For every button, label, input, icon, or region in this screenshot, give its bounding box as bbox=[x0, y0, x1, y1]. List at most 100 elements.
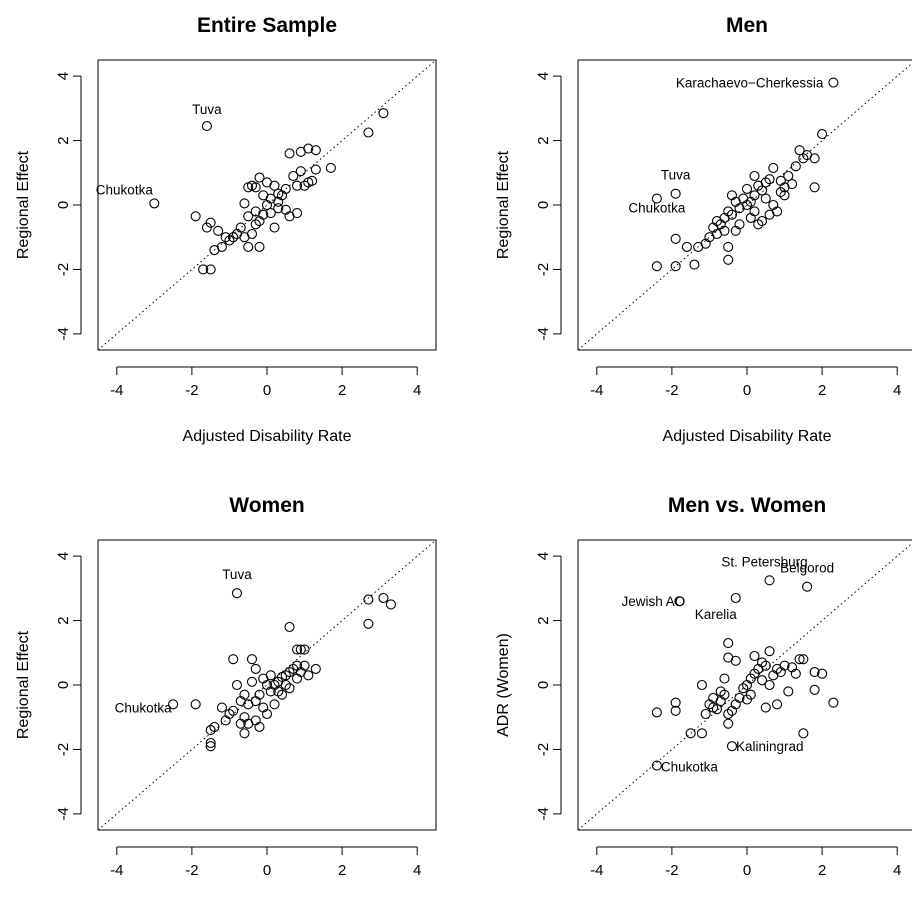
data-point bbox=[809, 667, 820, 678]
point-annotation: Chukotka bbox=[661, 760, 719, 775]
data-point bbox=[689, 259, 700, 270]
x-tick-label: 4 bbox=[893, 382, 901, 399]
y-tick-label: 0 bbox=[55, 201, 72, 209]
x-tick-label: -2 bbox=[665, 862, 678, 879]
data-point bbox=[760, 702, 771, 713]
data-point bbox=[756, 657, 768, 668]
data-point bbox=[325, 162, 336, 173]
point-annotation: St. Petersburg bbox=[721, 554, 807, 569]
x-tick-label: 0 bbox=[743, 862, 751, 879]
data-point bbox=[378, 108, 389, 119]
y-tick-label: -4 bbox=[55, 807, 72, 820]
x-axis: -4 -2 0 2 4 bbox=[590, 366, 901, 399]
data-point bbox=[730, 592, 741, 604]
data-point bbox=[730, 225, 741, 236]
panel-title: Women bbox=[229, 494, 304, 517]
data-point bbox=[756, 216, 768, 227]
data-point bbox=[310, 164, 321, 175]
data-point bbox=[205, 741, 216, 752]
x-tick-label: -4 bbox=[590, 862, 603, 879]
data-point bbox=[261, 177, 273, 188]
data-point bbox=[651, 193, 662, 204]
point-annotation: Tuva bbox=[192, 102, 222, 117]
data-point bbox=[209, 721, 220, 732]
data-point bbox=[258, 190, 269, 201]
data-point bbox=[254, 172, 265, 183]
data-point bbox=[681, 241, 692, 252]
data-point bbox=[239, 728, 250, 739]
y-axis: -4 -2 0 2 4 bbox=[535, 552, 562, 821]
data-point bbox=[378, 592, 389, 604]
data-point bbox=[723, 718, 734, 729]
data-point bbox=[291, 180, 303, 191]
annotations: Tuva Chukotka bbox=[115, 567, 253, 715]
data-point bbox=[235, 718, 246, 729]
y-tick-label: 4 bbox=[55, 72, 72, 80]
data-point bbox=[790, 668, 801, 679]
data-point bbox=[288, 170, 299, 182]
annotations: Tuva Chukotka bbox=[96, 102, 222, 197]
x-tick-label: -4 bbox=[590, 382, 603, 399]
data-point bbox=[168, 699, 179, 710]
data-point bbox=[190, 699, 201, 710]
panel-1: -4 -2 0 2 4 -4 -2 0 2 4 Tuva Chukotka Entire Sample A… bbox=[15, 14, 437, 445]
data-point bbox=[261, 199, 273, 211]
data-point bbox=[828, 697, 839, 708]
x-tick-label: 2 bbox=[338, 862, 346, 879]
data-point bbox=[243, 211, 254, 222]
data-point bbox=[764, 174, 775, 185]
data-point bbox=[809, 182, 820, 193]
data-point bbox=[310, 145, 321, 156]
y-tick-label: -2 bbox=[535, 743, 552, 756]
data-point bbox=[783, 170, 794, 182]
points bbox=[651, 575, 839, 771]
data-point bbox=[719, 673, 730, 684]
data-point bbox=[269, 222, 280, 233]
data-point bbox=[250, 219, 261, 230]
data-point bbox=[295, 146, 306, 157]
panel-2: -4 -2 0 2 4 -4 -2 0 2 4 Karachaevo−Cherkessia Tuva C… bbox=[495, 14, 912, 445]
data-point bbox=[768, 162, 779, 173]
x-tick-label: 0 bbox=[263, 382, 271, 399]
data-point bbox=[779, 190, 790, 201]
data-point bbox=[363, 618, 374, 629]
data-point bbox=[231, 679, 243, 691]
y-axis-label: ADR (Women) bbox=[495, 633, 512, 737]
y-axis: -4 -2 0 2 4 bbox=[535, 72, 562, 341]
data-point bbox=[269, 699, 280, 710]
data-point bbox=[284, 621, 295, 633]
data-point bbox=[291, 660, 303, 671]
data-point bbox=[764, 679, 775, 691]
y-tick-label: 2 bbox=[535, 136, 552, 144]
x-tick-label: 4 bbox=[893, 862, 901, 879]
y-tick-label: 4 bbox=[535, 72, 552, 80]
data-point bbox=[802, 581, 813, 592]
data-point bbox=[760, 660, 771, 671]
data-point bbox=[670, 233, 681, 244]
point-annotation: Karachaevo−Cherkessia bbox=[676, 76, 824, 91]
reference-line-y-equals-x bbox=[97, 539, 437, 831]
y-axis-label: Regional Effect bbox=[495, 150, 512, 259]
data-point bbox=[284, 148, 295, 159]
point-annotation: Tuva bbox=[661, 168, 691, 183]
data-point bbox=[768, 199, 779, 211]
y-tick-label: 0 bbox=[55, 681, 72, 689]
y-tick-label: -4 bbox=[535, 807, 552, 820]
data-point bbox=[235, 696, 246, 707]
plot-frame bbox=[577, 539, 912, 831]
data-point bbox=[715, 686, 726, 697]
data-point bbox=[693, 241, 704, 252]
data-point bbox=[198, 264, 209, 275]
x-axis: -4 -2 0 2 4 bbox=[110, 846, 421, 879]
data-point bbox=[749, 206, 760, 217]
data-point bbox=[749, 170, 760, 182]
data-point bbox=[753, 219, 764, 230]
y-axis-label: Regional Effect bbox=[15, 150, 32, 259]
x-axis-label: Adjusted Disability Rate bbox=[663, 428, 832, 445]
data-point bbox=[291, 644, 303, 655]
data-point bbox=[231, 588, 243, 599]
plot-frame bbox=[577, 59, 912, 351]
point-annotation: Chukotka bbox=[628, 201, 686, 216]
y-tick-label: 0 bbox=[535, 201, 552, 209]
